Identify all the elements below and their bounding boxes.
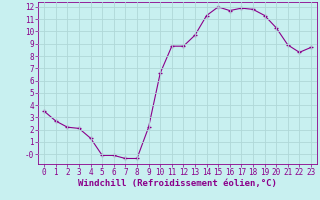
X-axis label: Windchill (Refroidissement éolien,°C): Windchill (Refroidissement éolien,°C) [78,179,277,188]
